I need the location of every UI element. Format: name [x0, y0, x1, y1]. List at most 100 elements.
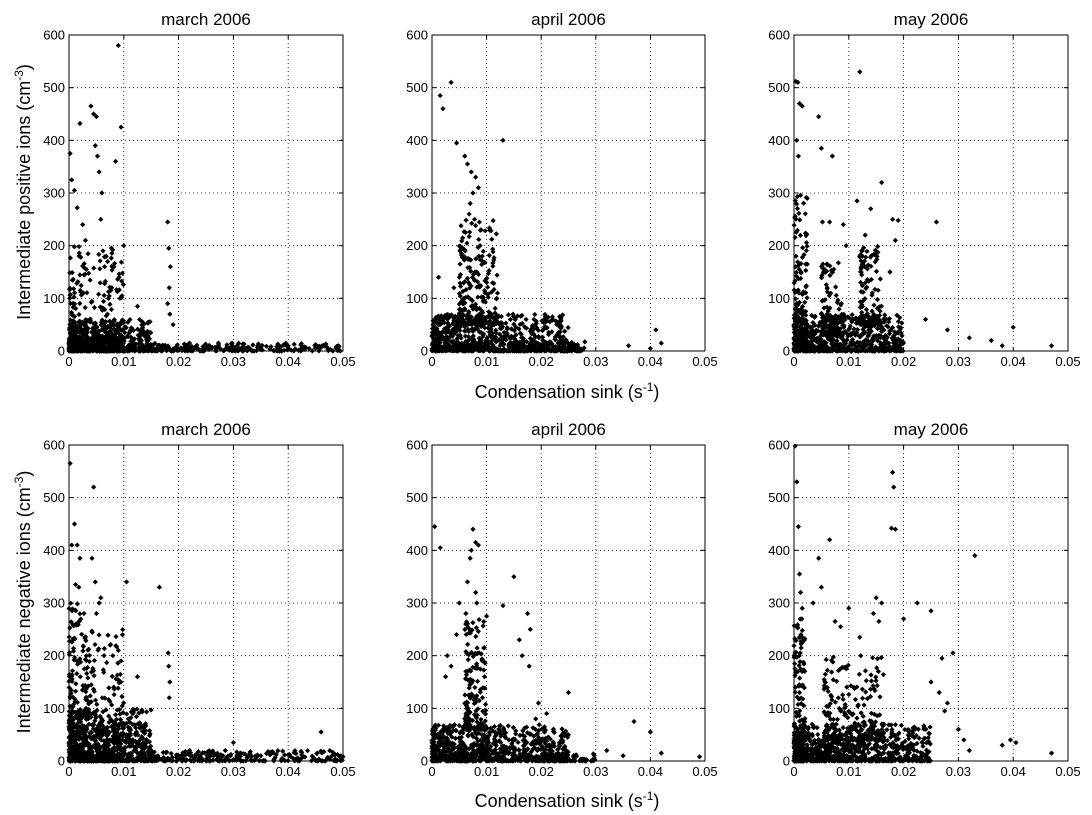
data-point: [84, 337, 90, 343]
x-tick-label: 0.04: [276, 764, 301, 779]
data-point: [489, 330, 495, 336]
data-point: [469, 298, 475, 304]
data-point: [821, 305, 827, 311]
data-point: [480, 259, 486, 265]
data-point: [304, 748, 311, 754]
data-point: [434, 325, 440, 332]
data-point: [819, 328, 826, 335]
data-point: [221, 347, 228, 353]
x-tick-label: 0.05: [330, 354, 355, 369]
data-point: [68, 600, 74, 606]
data-point: [92, 143, 98, 149]
y-tick-label: 100: [406, 291, 428, 306]
data-point: [471, 338, 477, 344]
data-point: [85, 675, 91, 681]
data-point: [100, 667, 106, 673]
data-point: [530, 323, 536, 329]
data-point: [107, 748, 114, 754]
data-point: [103, 756, 110, 762]
data-point: [452, 321, 458, 327]
data-point: [452, 330, 458, 336]
data-point: [556, 340, 562, 346]
data-point: [432, 345, 438, 351]
data-point: [482, 290, 488, 296]
data-point: [96, 632, 102, 638]
data-point: [798, 270, 804, 276]
data-point: [438, 345, 444, 351]
data-point: [88, 103, 94, 109]
data-point: [797, 310, 803, 316]
data-point: [503, 320, 509, 326]
data-point: [820, 332, 826, 338]
data-point: [119, 733, 126, 739]
data-point: [475, 279, 481, 285]
data-point: [877, 312, 883, 319]
data-point: [555, 319, 561, 325]
data-point: [470, 328, 476, 334]
data-point: [879, 344, 885, 350]
data-point: [859, 344, 865, 350]
data-point: [96, 251, 102, 257]
data-point: [117, 322, 123, 328]
data-point: [861, 318, 868, 324]
data-point: [822, 329, 828, 335]
data-point: [130, 337, 136, 343]
data-point: [858, 258, 864, 264]
data-point: [457, 320, 463, 326]
data-point: [89, 628, 95, 634]
data-point: [109, 331, 115, 337]
data-point: [461, 328, 468, 334]
x-tick-label: 0.01: [111, 764, 136, 779]
data-point: [522, 343, 528, 349]
data-point: [476, 730, 482, 736]
data-point: [255, 341, 261, 347]
data-point: [826, 292, 832, 299]
data-point: [160, 342, 166, 348]
data-point: [157, 345, 163, 351]
data-point: [474, 343, 480, 349]
data-point: [68, 748, 75, 754]
data-point: [825, 316, 831, 322]
data-point: [199, 756, 205, 762]
data-point: [517, 339, 523, 345]
data-point: [90, 668, 97, 674]
data-point: [449, 333, 455, 339]
data-point: [794, 137, 800, 143]
data-point: [530, 337, 536, 343]
data-point: [71, 724, 77, 730]
data-point: [115, 276, 121, 282]
data-point: [824, 289, 831, 295]
data-point: [75, 326, 81, 332]
data-point: [869, 308, 875, 314]
data-point: [114, 338, 120, 344]
data-point: [824, 304, 830, 310]
data-point: [922, 316, 929, 322]
data-point: [566, 341, 572, 347]
data-point: [456, 306, 463, 312]
x-tick-label: 0.03: [583, 764, 608, 779]
data-point: [840, 222, 846, 228]
y-tick-label: 200: [43, 238, 65, 253]
data-point: [500, 337, 506, 343]
data-point: [944, 327, 951, 333]
data-point: [103, 325, 109, 332]
data-point: [854, 198, 860, 204]
data-point: [215, 340, 222, 346]
data-point: [116, 734, 122, 740]
data-point: [87, 319, 93, 325]
data-point: [459, 340, 465, 346]
data-point: [865, 338, 871, 344]
data-point: [91, 734, 97, 740]
data-point: [800, 338, 806, 344]
data-point: [876, 332, 882, 339]
data-point: [109, 263, 115, 269]
data-point: [799, 303, 806, 310]
data-point: [117, 711, 123, 717]
data-point: [111, 337, 117, 343]
data-point: [109, 673, 115, 679]
data-point: [797, 217, 803, 223]
data-point: [101, 645, 107, 652]
data-points: [66, 460, 346, 764]
data-point: [85, 683, 91, 689]
data-point: [211, 753, 217, 759]
